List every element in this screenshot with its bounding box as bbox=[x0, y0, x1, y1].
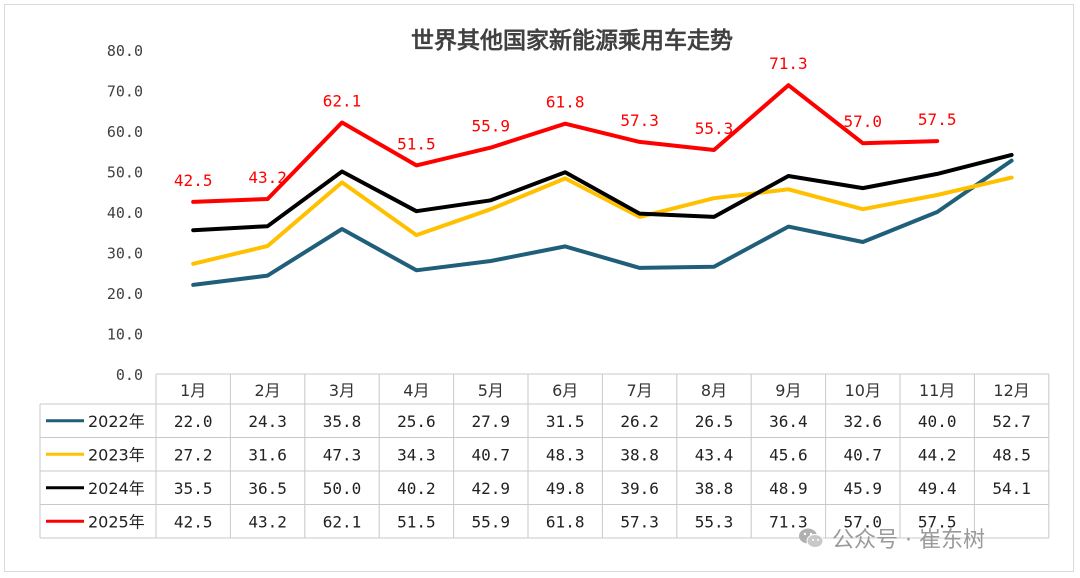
table-cell-value: 26.5 bbox=[695, 412, 734, 431]
data-label: 61.8 bbox=[546, 93, 585, 112]
series-line bbox=[191, 158, 1014, 287]
table-cell-value: 44.2 bbox=[918, 445, 957, 464]
legend-label: 2022年 bbox=[88, 412, 145, 431]
table-cell-value: 22.0 bbox=[174, 412, 213, 431]
table-cell-value: 40.7 bbox=[472, 445, 511, 464]
x-category-label: 2月 bbox=[255, 381, 281, 400]
series-line bbox=[191, 83, 940, 204]
y-tick-label: 60.0 bbox=[107, 123, 143, 141]
table-cell-value: 32.6 bbox=[844, 412, 883, 431]
watermark: 公众号 · 崔东树 bbox=[798, 522, 985, 554]
legend-label: 2025年 bbox=[88, 512, 145, 531]
x-category-label: 8月 bbox=[701, 381, 727, 400]
table-cell-value: 24.3 bbox=[248, 412, 287, 431]
series-line bbox=[191, 152, 1014, 233]
table-cell-value: 39.6 bbox=[620, 479, 659, 498]
table-cell-value: 54.1 bbox=[992, 479, 1031, 498]
y-tick-label: 80.0 bbox=[107, 42, 143, 60]
data-label: 42.5 bbox=[174, 171, 213, 190]
y-tick-label: 50.0 bbox=[107, 164, 143, 182]
y-tick-label: 0.0 bbox=[116, 366, 143, 384]
y-tick-label: 10.0 bbox=[107, 326, 143, 344]
table-cell-value: 40.7 bbox=[844, 445, 883, 464]
table-cell-value: 43.4 bbox=[695, 445, 734, 464]
x-category-label: 7月 bbox=[627, 381, 653, 400]
series-line bbox=[191, 175, 1014, 266]
table-cell-value: 42.9 bbox=[472, 479, 511, 498]
y-tick-label: 20.0 bbox=[107, 285, 143, 303]
table-cell-value: 34.3 bbox=[397, 445, 436, 464]
table-cell-value: 31.6 bbox=[248, 445, 287, 464]
table-cell-value: 36.4 bbox=[769, 412, 808, 431]
table-cell-value: 57.3 bbox=[620, 512, 659, 531]
table-cell-value: 35.8 bbox=[323, 412, 362, 431]
x-category-label: 1月 bbox=[180, 381, 206, 400]
table-cell-value: 43.2 bbox=[248, 512, 287, 531]
table-cell-value: 48.3 bbox=[546, 445, 585, 464]
data-label: 51.5 bbox=[397, 134, 436, 153]
y-tick-label: 70.0 bbox=[107, 83, 143, 101]
x-category-label: 10月 bbox=[845, 381, 881, 400]
legend-label: 2023年 bbox=[88, 445, 145, 464]
table-cell-value: 38.8 bbox=[695, 479, 734, 498]
table-cell-value: 45.9 bbox=[844, 479, 883, 498]
x-category-label: 5月 bbox=[478, 381, 504, 400]
legend-label: 2024年 bbox=[88, 479, 145, 498]
data-label: 57.5 bbox=[918, 110, 957, 129]
table-cell-value: 42.5 bbox=[174, 512, 213, 531]
data-label: 57.3 bbox=[620, 111, 659, 130]
table-cell-value: 27.9 bbox=[472, 412, 511, 431]
y-tick-label: 30.0 bbox=[107, 245, 143, 263]
table-cell-value: 25.6 bbox=[397, 412, 436, 431]
table-cell-value: 50.0 bbox=[323, 479, 362, 498]
table-cell-value: 71.3 bbox=[769, 512, 808, 531]
table-cell-value: 36.5 bbox=[248, 479, 287, 498]
table-cell-value: 52.7 bbox=[992, 412, 1031, 431]
table-cell-value: 48.5 bbox=[992, 445, 1031, 464]
table-cell-value: 48.9 bbox=[769, 479, 808, 498]
data-label: 55.9 bbox=[472, 117, 511, 136]
x-category-label: 3月 bbox=[329, 381, 355, 400]
table-cell-value: 57.0 bbox=[844, 512, 883, 531]
chart-frame bbox=[4, 4, 1074, 572]
table-cell-value: 55.3 bbox=[695, 512, 734, 531]
table-cell-value: 62.1 bbox=[323, 512, 362, 531]
table-cell-value: 49.4 bbox=[918, 479, 957, 498]
data-label: 71.3 bbox=[769, 54, 808, 73]
data-label: 55.3 bbox=[695, 119, 734, 138]
chart-title: 世界其他国家新能源乘用车走势 bbox=[411, 27, 733, 54]
table-cell-value: 38.8 bbox=[620, 445, 659, 464]
table-cell-value: 61.8 bbox=[546, 512, 585, 531]
x-category-label: 9月 bbox=[775, 381, 801, 400]
table-cell-value: 31.5 bbox=[546, 412, 585, 431]
table-cell-value: 51.5 bbox=[397, 512, 436, 531]
table-cell-value: 40.0 bbox=[918, 412, 957, 431]
table-cell-value: 55.9 bbox=[472, 512, 511, 531]
table-cell-value: 40.2 bbox=[397, 479, 436, 498]
x-category-label: 4月 bbox=[403, 381, 429, 400]
table-cell-value: 27.2 bbox=[174, 445, 213, 464]
table-cell-value: 35.5 bbox=[174, 479, 213, 498]
table-cell-value: 49.8 bbox=[546, 479, 585, 498]
data-label: 57.0 bbox=[844, 112, 883, 131]
x-category-label: 6月 bbox=[552, 381, 578, 400]
table-cell-value: 47.3 bbox=[323, 445, 362, 464]
table-cell-value: 57.5 bbox=[918, 512, 957, 531]
watermark-text: 公众号 · 崔东树 bbox=[832, 528, 985, 553]
table-cell-value: 26.2 bbox=[620, 412, 659, 431]
data-label: 62.1 bbox=[323, 91, 362, 110]
y-tick-label: 40.0 bbox=[107, 204, 143, 222]
table-cell-value: 45.6 bbox=[769, 445, 808, 464]
wechat-icon bbox=[799, 528, 824, 548]
x-category-label: 11月 bbox=[919, 381, 955, 400]
x-category-label: 12月 bbox=[993, 381, 1029, 400]
data-label: 43.2 bbox=[248, 168, 287, 187]
